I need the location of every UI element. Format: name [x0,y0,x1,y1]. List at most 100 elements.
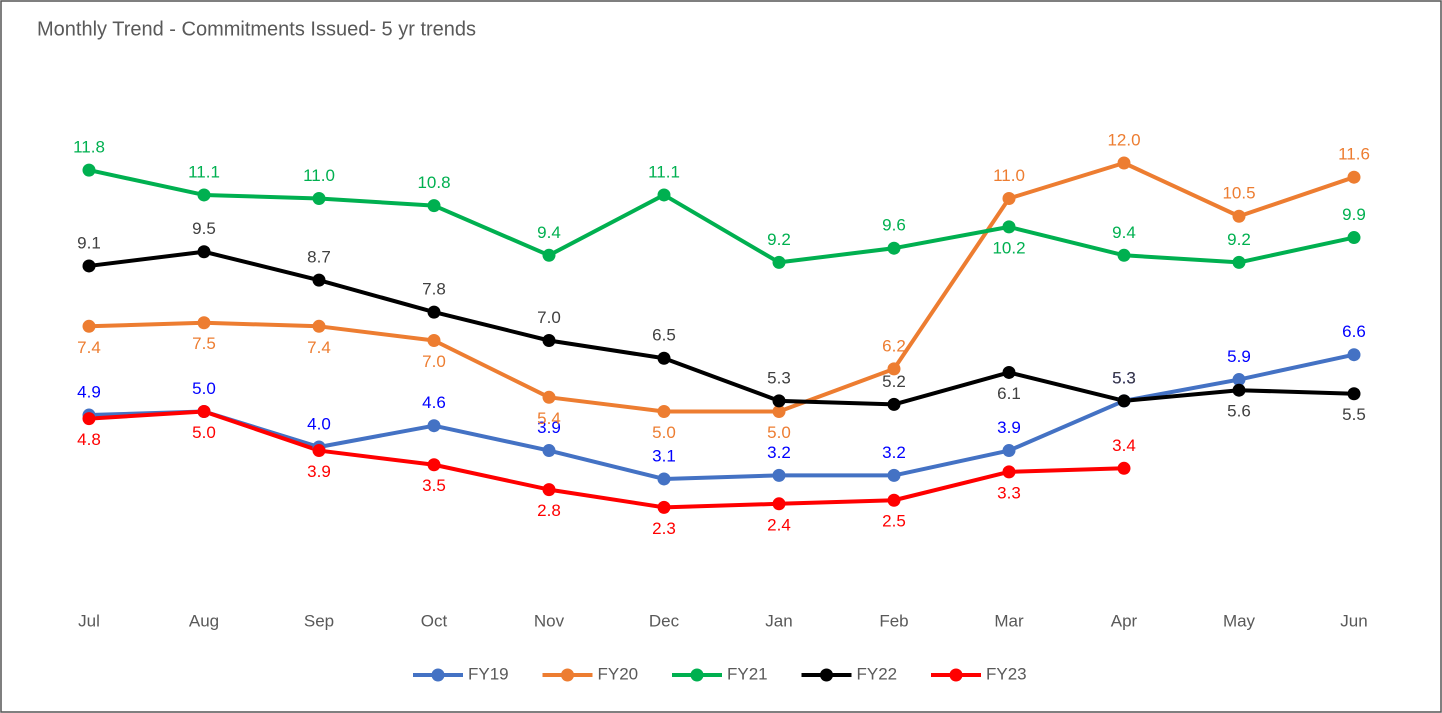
data-point [1117,461,1131,475]
data-label: 5.5 [1342,405,1366,424]
data-point [197,245,211,259]
data-point [772,497,786,511]
data-label: 2.8 [537,501,561,520]
legend-marker [431,668,445,682]
data-point [772,255,786,269]
data-point [542,444,556,458]
data-point [312,319,326,333]
data-point [427,334,441,347]
data-point [1232,373,1246,387]
x-tick-label: Jul [78,611,100,630]
data-point [427,458,441,472]
data-label: 7.4 [307,338,331,357]
series-line [88,249,1355,407]
data-point [197,316,211,330]
x-tick-label: Oct [421,611,448,630]
data-point [312,273,326,287]
data-point [427,305,441,319]
legend-marker [561,668,574,682]
data-point [1232,209,1246,223]
data-point [1117,248,1131,262]
data-point [1347,348,1361,362]
series-line [88,168,1355,265]
data-point [887,397,901,411]
data-point [1232,255,1246,269]
x-tick-label: Nov [534,611,565,630]
x-tick-label: Feb [879,611,908,630]
data-point [1347,387,1361,401]
data-label: 11.1 [188,162,220,181]
data-label: 4.8 [77,430,101,449]
data-point [657,405,671,418]
data-label: 3.9 [307,462,331,481]
data-point [82,319,96,333]
data-label: 7.4 [77,338,101,357]
data-label: 2.5 [882,512,906,531]
data-label: 11.0 [993,166,1025,185]
legend-label: FY22 [857,664,898,683]
data-label: 3.9 [997,418,1021,437]
data-label: 2.3 [652,519,676,538]
data-point [542,483,556,497]
data-point [1347,170,1361,184]
data-label: 6.6 [1342,322,1366,341]
data-point [542,390,556,404]
data-point [772,405,786,418]
data-label: 7.5 [192,334,216,353]
data-label: 10.2 [992,238,1025,257]
data-label: 3.9 [537,418,561,437]
data-label: 10.8 [417,173,450,192]
data-label: 3.4 [1112,436,1136,455]
data-label: 5.4 [537,409,561,428]
data-point [657,472,671,486]
data-label: 7.0 [422,352,446,371]
data-point [657,500,671,514]
data-point [1117,394,1131,408]
data-label: 3.2 [767,443,791,462]
data-point [82,259,96,273]
data-label: 4.6 [422,393,446,412]
data-point [657,351,671,365]
data-point [197,188,211,202]
data-point [542,248,556,262]
data-point [772,468,786,482]
data-point [887,362,901,376]
data-label: 5.0 [192,423,216,442]
x-tick-label: Sep [304,611,334,630]
data-label: 3.2 [882,443,906,462]
data-point [1002,220,1016,234]
x-tick-label: May [1223,611,1256,630]
legend-label: FY19 [468,664,509,683]
data-label: 9.1 [77,233,101,252]
data-label: 7.8 [422,280,446,299]
data-label: 9.2 [1227,230,1251,249]
data-point [542,334,556,347]
data-point [1002,192,1016,205]
data-label: 11.8 [73,138,105,157]
data-label: 3.3 [997,483,1021,502]
data-label: 9.4 [537,223,561,242]
data-label: 9.5 [192,219,216,238]
chart-title: Monthly Trend - Commitments Issued- 5 yr… [37,18,476,40]
legend-label: FY21 [727,664,768,683]
data-point [312,192,326,205]
data-label: 9.6 [882,216,906,235]
data-label: 5.6 [1227,402,1251,421]
data-point [1347,231,1361,245]
data-label: 9.4 [1112,223,1136,242]
data-point [1232,383,1246,397]
data-label: 4.9 [77,383,101,402]
data-point [1002,365,1016,379]
x-tick-label: Aug [189,611,219,630]
data-label: 5.3 [1112,368,1136,387]
series-line [88,409,1125,510]
legend-label: FY23 [986,664,1027,683]
data-label: 9.9 [1342,205,1366,224]
data-label: 6.5 [652,326,676,345]
data-point [1002,444,1016,458]
data-point [197,405,211,418]
data-label: 2.4 [767,515,791,534]
x-tick-label: Apr [1111,611,1138,630]
